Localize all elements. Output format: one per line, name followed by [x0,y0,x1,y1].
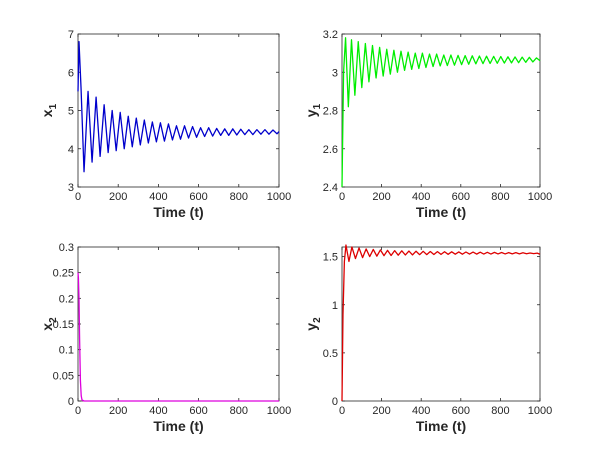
y-tick-label: 0.2 [59,293,74,305]
y-tick-label: 0 [68,396,74,408]
subplot-x1: 0 200 400 600 800 1000 3 4 5 6 7 Time (t) x1 [39,29,291,220]
x-axis-title: Time (t) [153,204,203,220]
y-tick-label: 2.4 [323,182,338,194]
x-tick-label: 200 [109,191,127,203]
x-tick-label: 400 [149,191,167,203]
y-tick-label: 2.8 [323,106,338,118]
subplot-y2: 0 200 400 600 800 1000 0 0.5 1 1.5 Time (t) y2 [303,244,552,434]
x-tick-label: 1000 [528,405,552,417]
y-tick-label: 7 [68,29,74,41]
x-tick-label: 1000 [528,191,552,203]
x-axis-title: Time (t) [416,204,466,220]
y-axis-title: x2 [39,317,59,331]
y-tick-label: 0.05 [53,370,74,382]
x-tick-label: 400 [149,405,167,417]
y-tick-label: 0.25 [53,268,74,280]
y-tick-label: 0.5 [323,348,338,360]
series-line-x2 [77,272,279,402]
x-tick-label: 200 [372,405,390,417]
x-tick-label: 600 [452,191,470,203]
y-tick-label: 0.15 [53,319,74,331]
x-tick-label: 0 [339,191,345,203]
subplot-x2: 0 200 400 600 800 1000 0 0.05 0.1 0.15 0.2 0.25 0.3 T… [39,242,291,434]
y-tick-label: 4 [68,144,74,156]
series-line-x1 [77,41,280,173]
y-axis-title: y1 [303,103,323,117]
y-tick-label: 1 [332,300,338,312]
y-tick-label: 5 [68,106,74,118]
series-line-y2 [341,244,541,402]
subplot-y1: 0 200 400 600 800 1000 2.4 2.6 2.8 3 3.2 Time (t) y1 [303,29,552,220]
series-line-y1 [341,37,541,188]
y-axis-title: y2 [303,317,323,331]
x-tick-label: 0 [75,191,81,203]
y-tick-label: 6 [68,67,74,79]
y-tick-label: 3 [332,67,338,79]
x-tick-label: 1000 [267,191,291,203]
axes-box [341,246,541,402]
x-axis-title: Time (t) [416,418,466,434]
x-tick-label: 800 [491,191,509,203]
x-tick-label: 0 [339,405,345,417]
x-tick-label: 200 [372,191,390,203]
y-tick-label: 0 [332,396,338,408]
x-tick-label: 400 [412,191,430,203]
y-tick-label: 0.3 [59,242,74,254]
axes-box [77,33,280,188]
x-axis-title: Time (t) [153,418,203,434]
x-tick-label: 0 [75,405,81,417]
y-tick-label: 3.2 [323,29,338,41]
x-tick-label: 1000 [267,405,291,417]
y-tick-label: 2.6 [323,144,338,156]
x-tick-label: 600 [452,405,470,417]
y-tick-label: 3 [68,182,74,194]
x-tick-label: 200 [109,405,127,417]
x-tick-label: 600 [189,191,207,203]
y-axis-title: x1 [39,103,59,117]
x-tick-label: 800 [491,405,509,417]
y-tick-label: 0.1 [59,345,74,357]
y-tick-label: 1.5 [323,252,338,264]
x-tick-label: 800 [230,405,248,417]
x-tick-label: 600 [189,405,207,417]
x-tick-label: 400 [412,405,430,417]
axes-box [77,246,280,402]
x-tick-label: 800 [230,191,248,203]
